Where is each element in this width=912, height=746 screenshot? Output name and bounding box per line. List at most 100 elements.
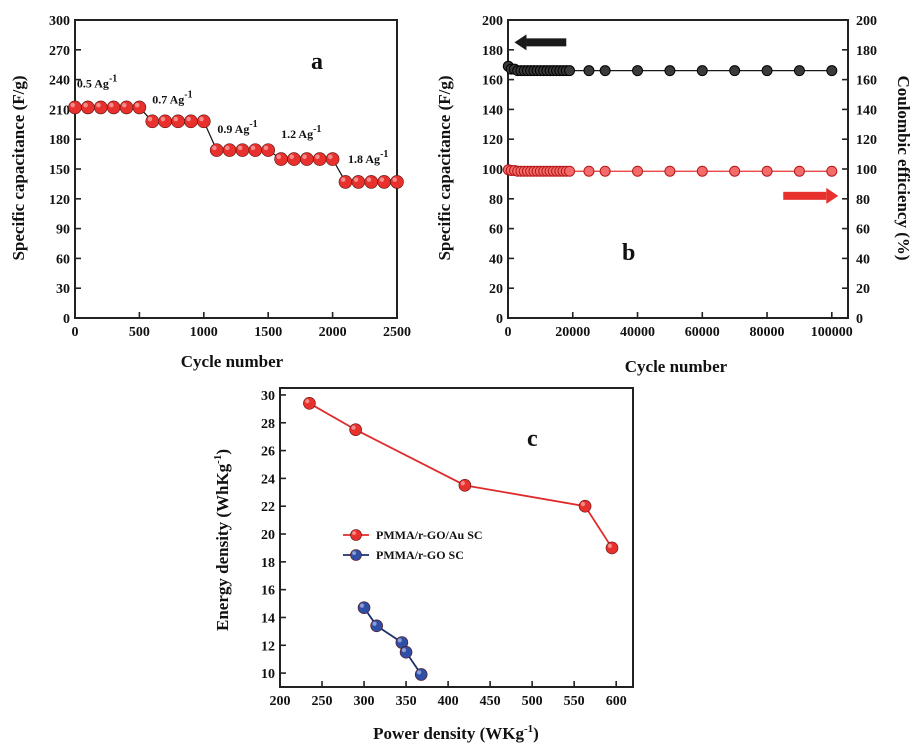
panel-b-right-ytick-label-6: 120 (856, 133, 877, 148)
panel-a-point-14-shine (250, 145, 256, 151)
panel-a-axes: 0 500 1000 1500 2000 2500 0 30 60 90 120 150 180 210 2… (49, 14, 411, 340)
panel-a-ytick-label-4: 120 (49, 193, 70, 208)
panel-b-series-0-point-27 (793, 65, 805, 77)
panel-a-ytick-label-9: 270 (49, 44, 70, 59)
panel-b-series-0-point-21 (599, 65, 611, 77)
panel-a-point-19-shine (315, 154, 320, 160)
panel-c-ylabel: Energy density (WhKg-1) (212, 449, 232, 631)
panel-a-point-8-shine (173, 116, 179, 122)
panel-c-letter: c (527, 426, 538, 452)
panel-a-point-1-shine (83, 102, 88, 108)
panel-b-arrow-1-shaft (783, 191, 827, 200)
panel-a-point-3-body (106, 100, 121, 115)
panel-a-point-0 (68, 100, 82, 115)
panel-a-point-25-shine (392, 177, 397, 182)
panel-a-point-14 (248, 143, 263, 157)
panel-a-point-0-shine (70, 102, 75, 108)
panel-c-ytick-label-0: 10 (261, 667, 275, 682)
panel-c-ytick-label-8: 26 (261, 445, 275, 460)
panel-c-series-1-point-3 (399, 645, 413, 659)
panel-b-right-ytick-label-9: 180 (856, 44, 877, 59)
panel-b-ytick-label-3: 60 (489, 223, 503, 238)
panel-a-annotation-0: 0.5 Ag-1 (77, 74, 117, 91)
panel-b-right-ytick-label-0: 0 (856, 312, 863, 327)
panel-c-series-1-point-3-shine (401, 648, 407, 653)
panel-c-xlabel: Power density (WKg-1) (373, 723, 539, 743)
panel-b-series-0-point-28 (826, 65, 838, 77)
legend-swatch-marker-1-body (350, 549, 362, 561)
panel-a-point-7 (158, 114, 172, 129)
panel-a-point-16-shine (276, 154, 282, 160)
panel-c-series-0-point-1 (349, 423, 362, 437)
panel-a-point-22-shine (353, 177, 359, 182)
panel-a-point-10-shine (199, 116, 204, 122)
panel-a-point-3 (106, 100, 121, 115)
panel-a-xtick-label-4: 2000 (319, 325, 347, 340)
panel-b-series-1-point-20 (583, 165, 595, 177)
panel-c-xtick-label-1: 250 (312, 694, 333, 709)
panel-b-ytick-label-9: 180 (482, 44, 503, 59)
panel-a-point-1 (81, 100, 95, 115)
panel-a-point-20-shine (328, 154, 333, 160)
legend-swatch-marker-1-shine (352, 551, 357, 555)
panel-b-series-1-point-27 (793, 165, 805, 177)
panel-a-ytick-label-5: 150 (49, 163, 70, 178)
panel-a: 0 500 1000 1500 2000 2500 0 30 60 90 120 150 180 210 2… (9, 14, 411, 371)
panel-a-point-10 (197, 114, 211, 129)
panel-c-series-1-point-4-shine (417, 670, 422, 675)
panel-a-point-6-body (145, 114, 160, 129)
panel-a-annotation-2: 0.9 Ag-1 (217, 119, 257, 136)
panel-a-point-19 (312, 152, 327, 166)
panel-a-point-18 (300, 152, 314, 166)
panel-a-point-4-body (119, 100, 134, 115)
panel-a-point-3-shine (109, 102, 114, 108)
panel-b-marks (502, 34, 839, 204)
panel-a-xtick-label-3: 1500 (254, 325, 282, 340)
panel-a-ytick-label-3: 90 (56, 223, 70, 238)
panel-a-point-6 (145, 114, 160, 129)
panel-c-series-1-point-1 (370, 619, 383, 633)
panel-a-ytick-label-7: 210 (49, 103, 70, 118)
panel-c-xtick-label-5: 450 (480, 694, 501, 709)
panel-c-series-1-point-4-body (414, 668, 428, 681)
panel-a-point-8-body (171, 114, 185, 129)
panel-c-series-0-point-3-shine (580, 502, 586, 507)
panel-c-xtick-label-2: 300 (354, 694, 375, 709)
panel-c-series-0-point-0-body (303, 396, 316, 410)
panel-a-point-22 (351, 175, 366, 189)
panel-a-point-24-body (377, 175, 391, 189)
legend-label-1: PMMA/r-GO SC (376, 548, 464, 562)
panel-a-xtick-label-0: 0 (72, 325, 79, 340)
panel-a-point-20-body (325, 152, 340, 166)
panel-a-point-13-shine (237, 145, 243, 151)
panel-a-point-5-shine (134, 102, 140, 108)
panel-a-point-15-body (261, 143, 276, 157)
panel-c-series-0-point-4-body (605, 541, 619, 555)
panel-b-arrow-1-head (826, 187, 839, 204)
panel-b-right-ytick-label-1: 20 (856, 282, 870, 297)
panel-c-series-0-point-2-body (458, 479, 472, 492)
panel-a-point-23-shine (366, 177, 372, 182)
legend-swatch-marker-0-body (350, 529, 362, 541)
panel-a-ytick-label-10: 300 (49, 14, 70, 29)
panel-c-ytick-label-6: 22 (261, 500, 275, 515)
panel-a-point-6-shine (147, 116, 153, 122)
panel-a-point-17 (287, 152, 301, 166)
panel-a-point-2 (93, 100, 108, 115)
panel-b-series-1-point-19 (564, 165, 576, 177)
panel-a-point-21-body (338, 175, 353, 189)
panel-b-series-1-point-28 (826, 165, 838, 177)
legend-label-0: PMMA/r-GO/Au SC (376, 528, 483, 542)
panel-b-right-ytick-label-3: 60 (856, 223, 870, 238)
panel-c-ytick-label-4: 18 (261, 556, 275, 571)
panel-c-series-0-point-1-shine (351, 425, 356, 430)
panel-b-ytick-label-6: 120 (482, 133, 503, 148)
panel-a-point-12-shine (225, 145, 230, 151)
legend-swatch-marker-0-shine (352, 531, 357, 535)
panel-c-series-0-point-3 (578, 499, 592, 513)
panel-a-point-18-body (300, 152, 314, 166)
panel-c-series-0-point-0-shine (305, 399, 310, 404)
panel-b-ytick-label-0: 0 (496, 312, 503, 327)
panel-a-point-2-shine (96, 102, 101, 108)
panel-c-marks (303, 396, 619, 681)
